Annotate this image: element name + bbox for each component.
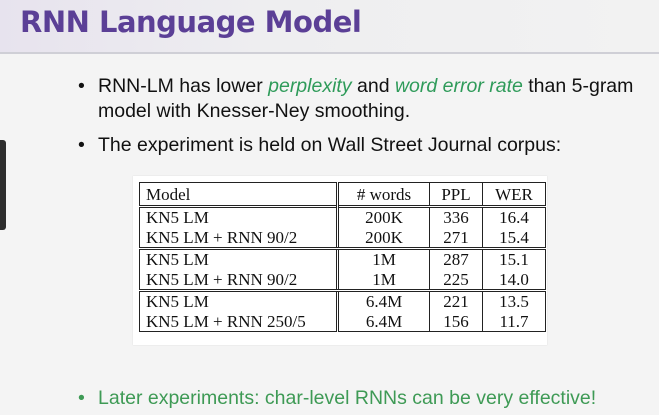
table-row: KN5 LM + RNN 250/5 6.4M 156 11.7	[139, 311, 546, 332]
cell-ppl: 156	[429, 311, 483, 332]
title-band	[0, 0, 659, 52]
bullet-perplexity: • RNN-LM has lower perplexity and word e…	[78, 74, 658, 124]
bullet-text: Later experiments: char-level RNNs can b…	[98, 387, 597, 409]
cell-model: KN5 LM + RNN 250/5	[139, 311, 338, 332]
bullet-char-level: • Later experiments: char-level RNNs can…	[78, 386, 638, 411]
cell-words: 1M	[336, 269, 430, 292]
bullet-text: The experiment is held on Wall Street Jo…	[98, 134, 562, 156]
cell-words: 200K	[336, 206, 430, 228]
cell-ppl: 336	[429, 206, 483, 228]
cell-wer: 16.4	[482, 206, 546, 228]
slide-title: RNN Language Model	[20, 5, 362, 39]
table-header-row: Model # words PPL WER	[139, 182, 546, 207]
cell-ppl: 225	[429, 269, 483, 292]
bullet-text-part: RNN-LM has lower	[98, 75, 269, 97]
cell-model: KN5 LM + RNN 90/2	[139, 269, 338, 292]
cell-words: 6.4M	[336, 311, 430, 332]
results-table-image: Model # words PPL WER KN5 LM 200K 336 16…	[133, 176, 547, 345]
bullet-dot: •	[78, 134, 85, 156]
header-words: # words	[336, 182, 430, 207]
cell-ppl: 287	[429, 248, 483, 270]
presenter-edge	[0, 140, 6, 230]
cell-ppl: 271	[429, 227, 483, 250]
cell-wer: 13.5	[482, 290, 546, 312]
cell-wer: 15.1	[482, 248, 546, 270]
title-divider	[0, 52, 659, 54]
bullet-text-part: than 5-gram model with Knesser-Ney smoot…	[98, 75, 634, 122]
bullet-text-part: and	[351, 75, 395, 97]
bullet-dot: •	[78, 75, 85, 97]
table-row: KN5 LM 1M 287 15.1	[139, 248, 546, 270]
header-wer: WER	[482, 182, 546, 207]
cell-ppl: 221	[429, 290, 483, 312]
header-ppl: PPL	[429, 182, 483, 207]
results-table: Model # words PPL WER KN5 LM 200K 336 16…	[139, 182, 546, 332]
cell-model: KN5 LM	[139, 248, 338, 270]
cell-words: 1M	[336, 248, 430, 270]
cell-words: 200K	[336, 227, 430, 250]
table-row: KN5 LM 200K 336 16.4	[139, 206, 546, 228]
cell-model: KN5 LM	[139, 290, 338, 312]
emphasis-perplexity: perplexity	[268, 75, 352, 97]
cell-model: KN5 LM + RNN 90/2	[139, 227, 338, 250]
emphasis-word-error-rate: word error rate	[394, 75, 523, 97]
bullet-text: RNN-LM has lower perplexity and word err…	[98, 74, 658, 124]
table-row: KN5 LM + RNN 90/2 1M 225 14.0	[139, 269, 546, 292]
bullet-experiment: • The experiment is held on Wall Street …	[78, 133, 638, 158]
cell-model: KN5 LM	[139, 206, 338, 228]
cell-words: 6.4M	[336, 290, 430, 312]
bullet-dot: •	[78, 387, 85, 409]
cell-wer: 14.0	[482, 269, 546, 292]
table-row: KN5 LM 6.4M 221 13.5	[139, 290, 546, 312]
cell-wer: 11.7	[482, 311, 546, 332]
cell-wer: 15.4	[482, 227, 546, 250]
table-row: KN5 LM + RNN 90/2 200K 271 15.4	[139, 227, 546, 250]
header-model: Model	[139, 182, 338, 207]
